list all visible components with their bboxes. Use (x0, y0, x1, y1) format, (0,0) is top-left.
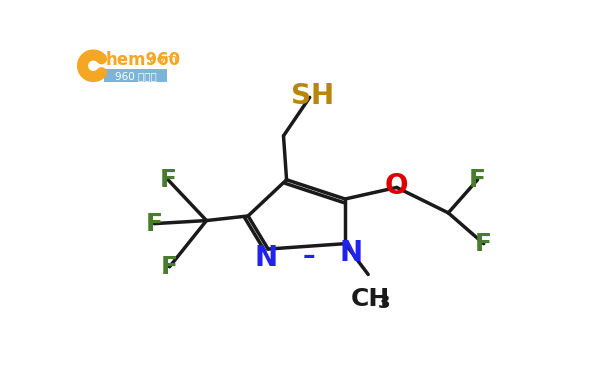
Text: CH: CH (351, 287, 390, 311)
Text: N: N (339, 239, 363, 267)
Text: F: F (475, 232, 492, 256)
Text: SH: SH (291, 82, 335, 110)
Text: hem960: hem960 (106, 51, 181, 69)
Text: F: F (146, 211, 163, 236)
Text: F: F (161, 255, 178, 279)
Text: 3: 3 (378, 294, 391, 312)
Text: N: N (255, 244, 278, 272)
Text: .com: .com (146, 53, 178, 66)
Text: 960 化工网: 960 化工网 (115, 71, 157, 81)
Text: F: F (160, 168, 177, 192)
Text: O: O (385, 172, 408, 200)
Text: –: – (302, 244, 315, 268)
FancyBboxPatch shape (104, 69, 167, 82)
Text: F: F (469, 168, 486, 192)
